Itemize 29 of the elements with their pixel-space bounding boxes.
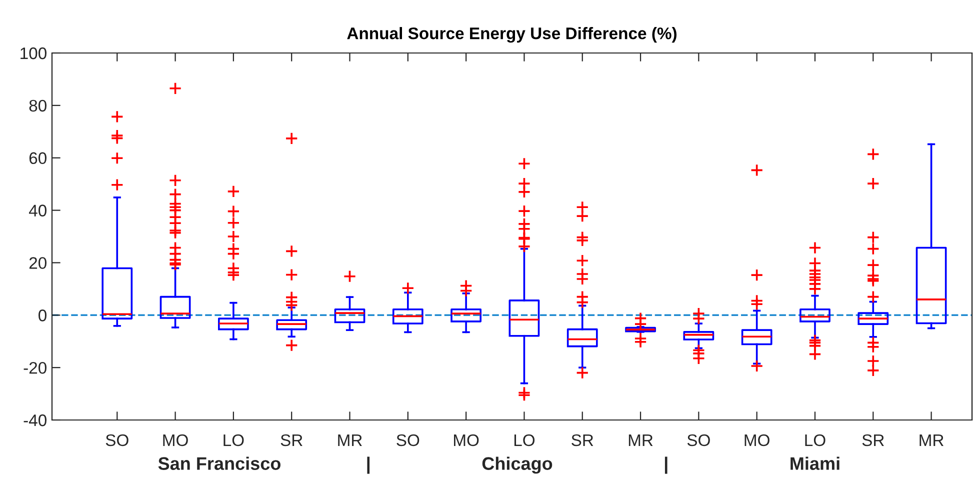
x-tick-label: LO (514, 434, 535, 446)
x-tick-label: MO (744, 434, 770, 446)
x-tick-label: SO (106, 434, 128, 446)
text: Chicago (482, 456, 552, 474)
x-tick-label: SR (280, 434, 302, 446)
text: | (664, 456, 668, 474)
x-tick-label: MR (920, 434, 944, 446)
x-tick-label: MR (338, 434, 362, 446)
x-tick-label: SR (862, 434, 884, 446)
x-tick-label: LO (224, 434, 244, 446)
y-tick-label: 60 (29, 152, 46, 164)
y-tick-label: 40 (28, 204, 46, 216)
y-tick-label: -40 (24, 414, 46, 426)
x-tick-label: SR (572, 434, 594, 446)
x-tick-label: LO (805, 434, 826, 446)
text: Miami (790, 456, 840, 470)
x-tick-label: MO (454, 434, 479, 446)
y-tick-label: 20 (29, 257, 46, 269)
x-tick-label: MO (163, 434, 188, 446)
y-tick-label: 100 (20, 47, 46, 60)
y-tick-label: 0 (38, 310, 46, 322)
x-tick-label: MR (628, 434, 653, 446)
x-tick-label: SO (396, 434, 420, 446)
y-tick-label: 80 (29, 100, 46, 112)
text: | (367, 456, 370, 474)
chart-title: Annual Source Energy Use Difference (%) (347, 27, 676, 43)
x-tick-label: SO (687, 434, 710, 446)
y-tick-label: -20 (24, 362, 46, 374)
text: San Francisco (158, 456, 280, 470)
